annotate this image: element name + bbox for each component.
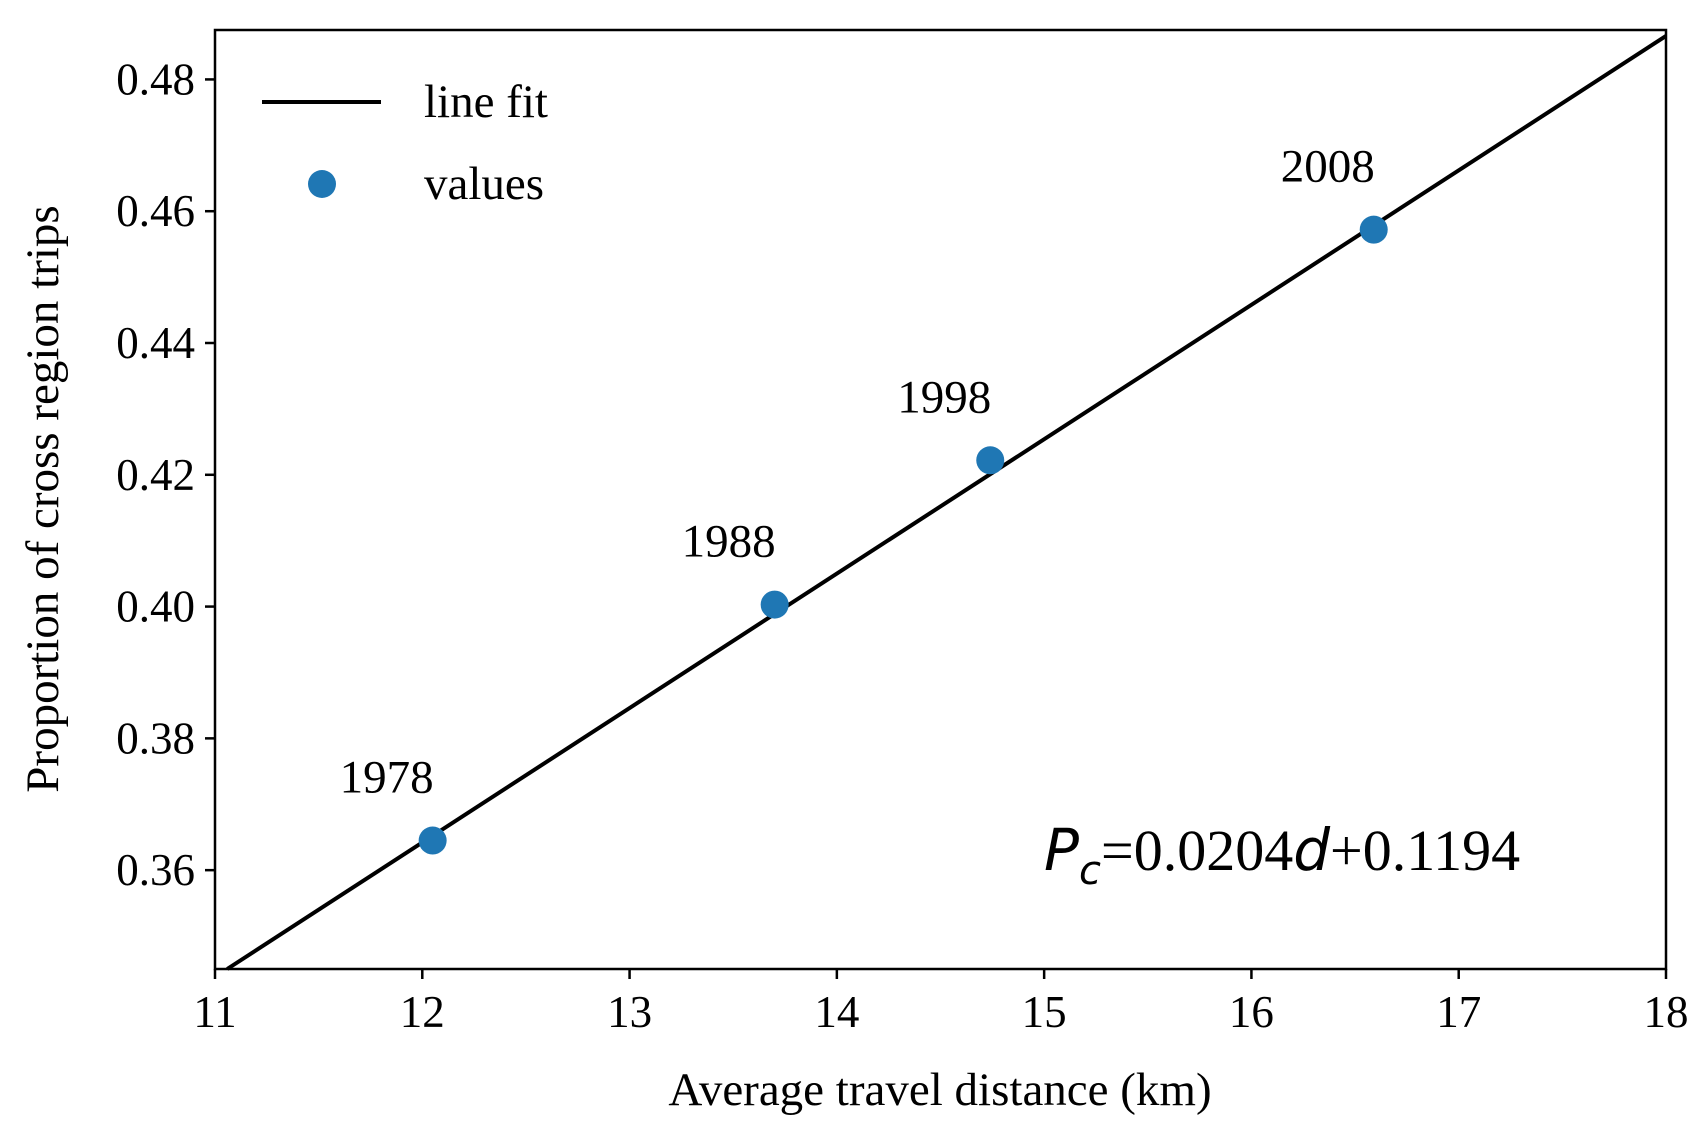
point-label-1998: 1998 — [897, 371, 991, 423]
y-tick-label: 0.40 — [116, 582, 195, 632]
legend: line fit values — [262, 76, 548, 210]
equation-d-symbol: d — [1293, 816, 1331, 884]
point-label-2008: 2008 — [1281, 141, 1375, 193]
x-tick-label: 13 — [607, 987, 652, 1037]
y-tick-label: 0.48 — [116, 54, 195, 104]
x-tick-label: 11 — [193, 987, 236, 1037]
y-axis-title: Proportion of cross region trips — [17, 205, 69, 792]
equation-p-symbol: P — [1044, 816, 1079, 884]
x-tick-label: 18 — [1644, 987, 1689, 1037]
data-point-2008 — [1359, 215, 1388, 244]
y-tick-label: 0.46 — [116, 186, 195, 236]
equation-subscript: c — [1079, 848, 1101, 894]
x-axis-title: Average travel distance (km) — [668, 1064, 1211, 1116]
equation-intercept: +0.1194 — [1330, 818, 1520, 883]
equation-slope: =0.0204 — [1101, 818, 1293, 883]
x-tick-label: 15 — [1022, 987, 1067, 1037]
data-points — [418, 215, 1388, 855]
data-point-1998 — [976, 446, 1005, 475]
legend-label-line-fit: line fit — [424, 76, 548, 128]
x-tick-label: 16 — [1229, 987, 1274, 1037]
legend-label-values: values — [424, 158, 544, 210]
axis-ticks: 11 12 13 14 15 16 17 18 0.36 0.38 0.40 0.42 0.44 0.46… — [116, 54, 1688, 1037]
plot-frame — [213, 28, 1668, 971]
point-label-1978: 1978 — [340, 752, 434, 804]
data-point-1988 — [760, 590, 789, 619]
x-tick-label: 12 — [400, 987, 445, 1037]
y-tick-label: 0.42 — [116, 450, 195, 500]
point-labels: 1978 1988 1998 2008 — [340, 141, 1375, 804]
y-tick-label: 0.38 — [116, 713, 195, 763]
x-tick-label: 14 — [814, 987, 859, 1037]
data-point-1978 — [418, 826, 447, 855]
legend-marker-swatch — [308, 170, 336, 198]
regression-equation: Pc=0.0204d+0.1194 — [1044, 816, 1520, 894]
y-tick-label: 0.36 — [116, 845, 195, 895]
x-tick-label: 17 — [1436, 987, 1481, 1037]
fit-line — [226, 34, 1668, 971]
y-tick-label: 0.44 — [116, 318, 195, 368]
point-label-1988: 1988 — [682, 516, 776, 568]
